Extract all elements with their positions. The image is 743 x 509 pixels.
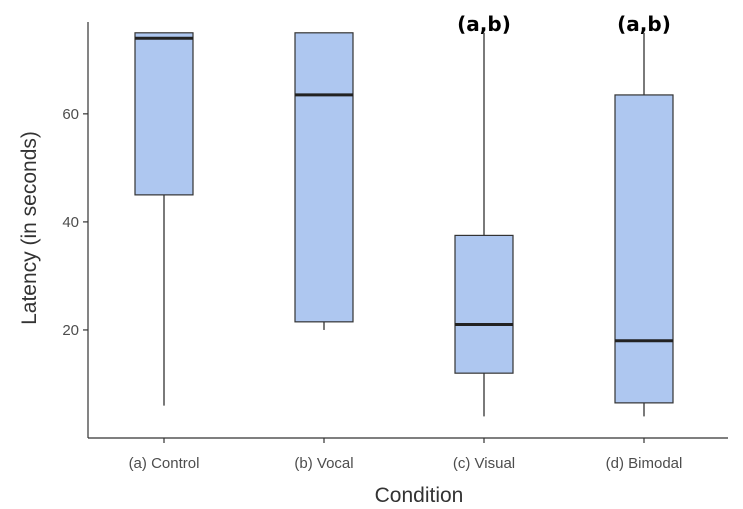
boxes — [134, 32, 674, 417]
x-tick-label-2: (b) Vocal — [294, 455, 353, 472]
x-tick-label-1: (a) Control — [129, 455, 200, 472]
x-axis-title: Condition — [375, 484, 464, 507]
iqr-box — [294, 32, 354, 323]
y-tick-label-40: 40 — [62, 214, 79, 231]
axes — [87, 22, 728, 439]
y-tick-label-60: 60 — [62, 106, 79, 123]
x-tick-label-4: (d) Bimodal — [606, 455, 683, 472]
box-group-2 — [294, 32, 354, 330]
annotations: (a,b) (a,b) — [457, 12, 671, 36]
x-tick-label-3: (c) Visual — [453, 455, 515, 472]
y-tick-label-20: 20 — [62, 322, 79, 339]
iqr-box — [134, 32, 194, 196]
y-ticks: 20 40 60 — [62, 106, 88, 339]
y-axis-title: Latency (in seconds) — [18, 131, 41, 325]
box-group-1 — [134, 32, 194, 406]
iqr-box — [614, 94, 674, 404]
significance-label-3: (a,b) — [457, 12, 511, 36]
significance-label-4: (a,b) — [617, 12, 671, 36]
iqr-box — [454, 234, 514, 374]
box-group-4 — [614, 32, 674, 417]
x-ticks: (a) Control (b) Vocal (c) Visual (d) Bimoda… — [129, 438, 683, 472]
box-group-3 — [454, 32, 514, 417]
